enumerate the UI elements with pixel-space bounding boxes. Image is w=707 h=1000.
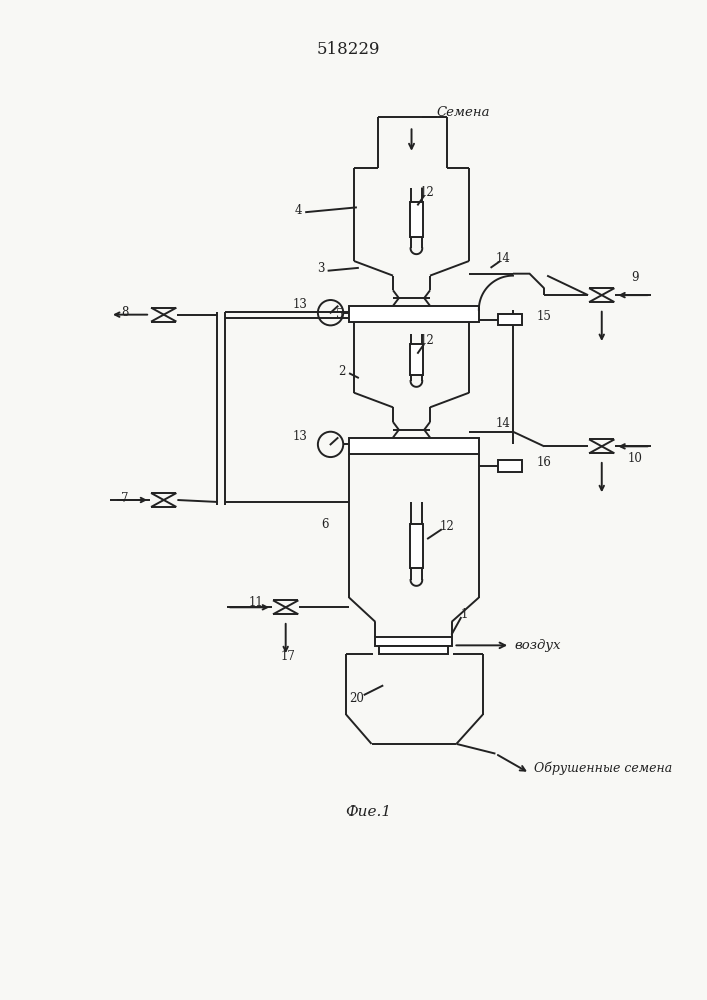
- Bar: [380, 646, 448, 654]
- Text: 4: 4: [295, 204, 302, 217]
- Bar: [409, 202, 423, 237]
- Text: 6: 6: [321, 518, 329, 531]
- Bar: [349, 438, 479, 454]
- Text: 20: 20: [349, 692, 364, 705]
- Text: 13: 13: [293, 298, 308, 311]
- Text: 17: 17: [280, 650, 295, 663]
- Text: 9: 9: [631, 271, 638, 284]
- Bar: [375, 637, 452, 646]
- Text: 12: 12: [439, 520, 454, 533]
- Text: 14: 14: [496, 417, 510, 430]
- Text: 12: 12: [420, 186, 435, 199]
- Text: 14: 14: [496, 252, 510, 265]
- Bar: [409, 524, 423, 568]
- Bar: [349, 306, 479, 322]
- Text: 2: 2: [339, 365, 346, 378]
- Text: 13: 13: [293, 430, 308, 443]
- Text: 11: 11: [249, 596, 264, 609]
- Text: 16: 16: [537, 456, 551, 469]
- Text: 1: 1: [460, 608, 468, 621]
- Bar: [498, 314, 522, 325]
- Text: 3: 3: [317, 262, 325, 275]
- Text: 10: 10: [628, 452, 643, 465]
- Text: 5: 5: [336, 308, 343, 321]
- Text: 15: 15: [537, 310, 551, 323]
- Text: воздух: воздух: [515, 639, 561, 652]
- Bar: [498, 460, 522, 472]
- Text: Обрушенные семена: Обрушенные семена: [534, 762, 672, 775]
- Bar: [409, 344, 423, 375]
- Text: 7: 7: [121, 492, 129, 505]
- Text: 12: 12: [420, 334, 435, 347]
- Text: 518229: 518229: [316, 41, 380, 58]
- Text: Фие.1: Фие.1: [346, 805, 392, 819]
- Text: 8: 8: [121, 306, 129, 319]
- Text: Семена: Семена: [437, 106, 491, 119]
